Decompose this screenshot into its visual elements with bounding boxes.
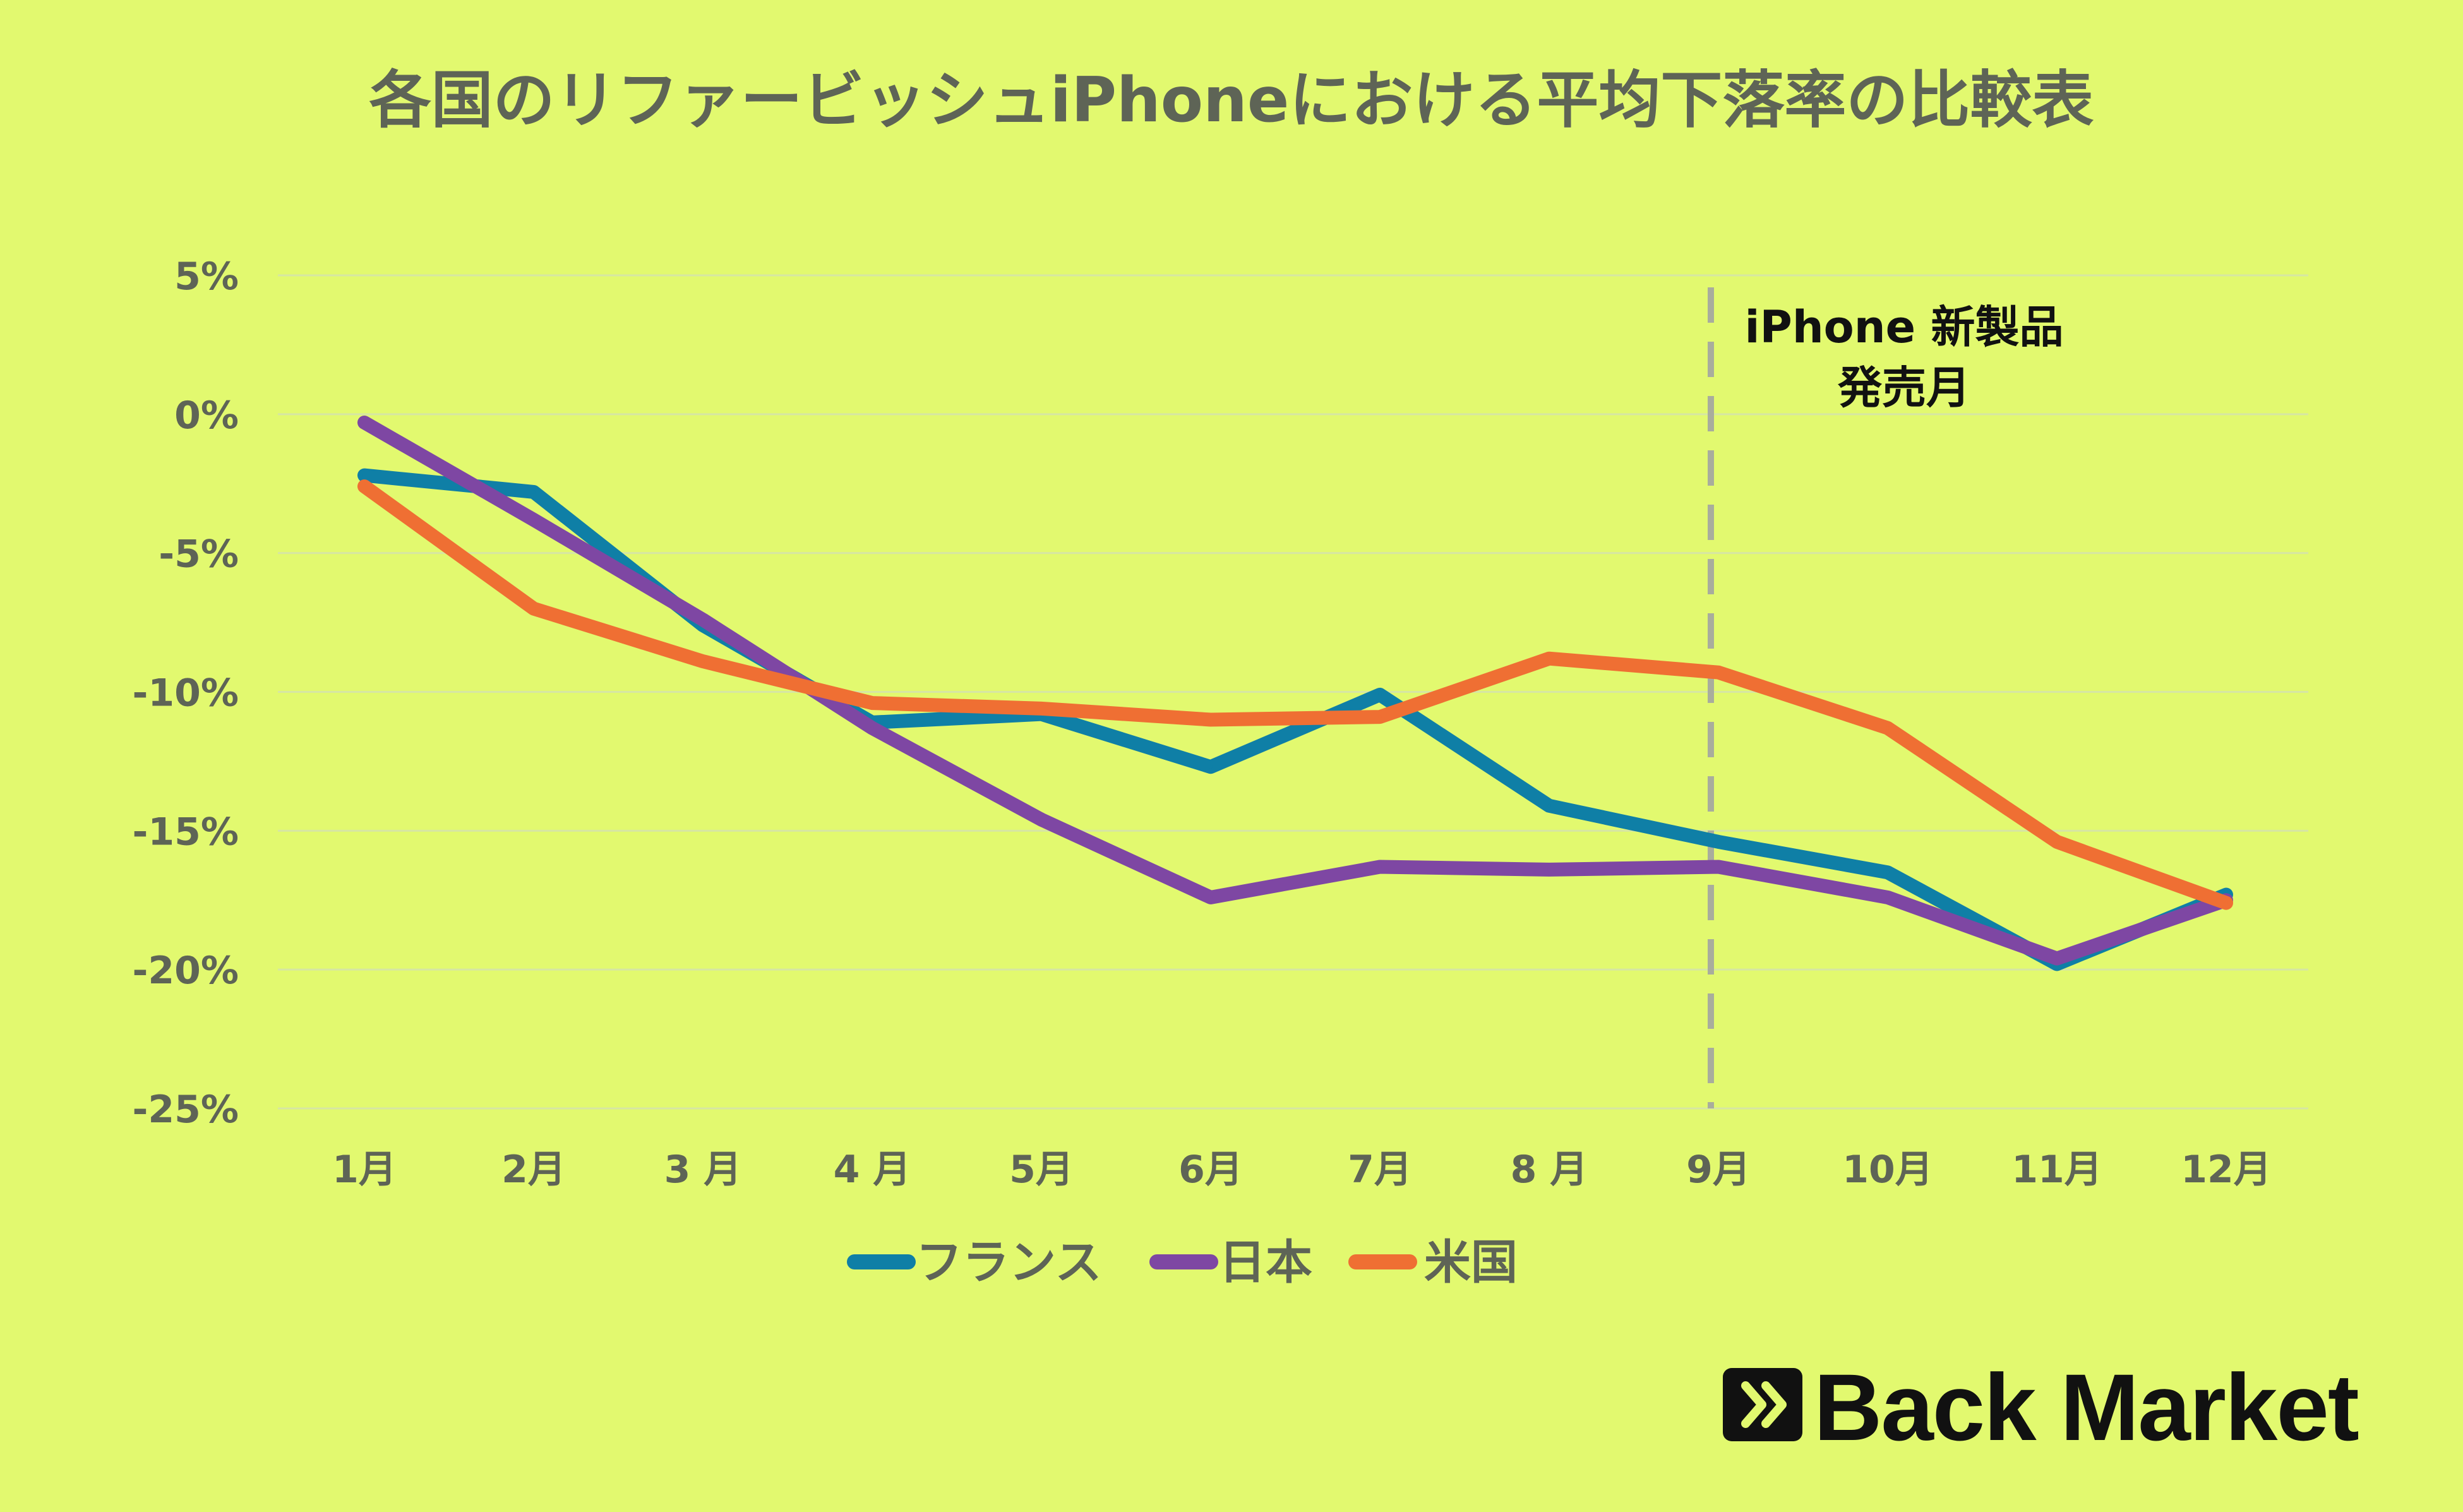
data-point xyxy=(1547,656,1551,661)
data-point xyxy=(2055,956,2059,961)
annotation-line-1: iPhone 新製品 xyxy=(1745,301,2064,353)
y-tick-label: -15% xyxy=(132,810,239,854)
x-tick-label: 1月 xyxy=(332,1148,397,1192)
x-tick-label: 11月 xyxy=(2011,1148,2102,1192)
data-point xyxy=(2224,901,2228,905)
data-point xyxy=(1547,867,1551,872)
data-point xyxy=(1886,726,1890,730)
y-axis-ticks: 5% 0% -5% -10% -15% -20% -25% xyxy=(132,255,239,1132)
y-tick-label: 5% xyxy=(174,255,239,299)
x-tick-label: 5月 xyxy=(1009,1148,1074,1192)
data-point xyxy=(532,489,536,494)
x-tick-label: 2月 xyxy=(501,1148,566,1192)
data-point xyxy=(870,726,874,730)
x-tick-label: 8 月 xyxy=(1511,1148,1588,1192)
legend: フランス 日本 米国 xyxy=(847,1235,1518,1290)
x-tick-label: 3 月 xyxy=(664,1148,742,1192)
data-point xyxy=(1209,717,1213,722)
data-point xyxy=(2055,839,2059,844)
x-axis-ticks: 1月 2月 3 月 4 月 5月 6月 7月 8 月 9月 10月 11月 12月 xyxy=(332,1148,2272,1192)
annotation-line-2: 発売月 xyxy=(1838,362,1970,414)
logo-text: Back Market xyxy=(1814,1354,2359,1460)
data-point xyxy=(1040,817,1043,822)
data-point xyxy=(701,659,705,664)
data-point xyxy=(1209,765,1213,769)
back-market-logo: Back Market xyxy=(1723,1354,2360,1460)
data-point xyxy=(1886,895,1890,899)
series-lines xyxy=(357,416,2233,971)
x-tick-label: 7月 xyxy=(1348,1148,1412,1192)
x-tick-label: 6月 xyxy=(1178,1148,1243,1192)
data-point xyxy=(1378,692,1382,697)
y-tick-label: -25% xyxy=(132,1088,239,1132)
legend-label: フランス xyxy=(916,1235,1102,1290)
data-point xyxy=(1547,803,1551,808)
x-tick-label: 9月 xyxy=(1686,1148,1751,1192)
data-point xyxy=(1040,706,1043,711)
data-point xyxy=(532,606,536,611)
data-point xyxy=(363,473,366,477)
chart-title: 各国のリファービッシュiPhoneにおける平均下落率の比較表 xyxy=(369,64,2094,136)
data-point xyxy=(1717,865,1720,869)
y-tick-label: 0% xyxy=(174,393,239,438)
grid-lines xyxy=(278,274,2308,1110)
y-tick-label: -20% xyxy=(132,949,239,993)
x-tick-label: 10月 xyxy=(1842,1148,1933,1192)
data-point xyxy=(1886,870,1890,875)
data-point xyxy=(363,484,366,489)
y-tick-label: -10% xyxy=(132,671,239,716)
data-point xyxy=(1717,670,1720,675)
legend-label: 日本 xyxy=(1219,1235,1312,1290)
legend-label: 米国 xyxy=(1424,1235,1518,1290)
data-point xyxy=(870,701,874,705)
data-point xyxy=(363,421,366,424)
x-tick-label: 12月 xyxy=(2181,1148,2272,1192)
data-point xyxy=(1717,839,1720,844)
data-point xyxy=(532,517,536,522)
data-point xyxy=(701,618,705,622)
series-line xyxy=(357,479,2233,910)
series-line xyxy=(357,416,2233,966)
data-point xyxy=(1209,895,1213,899)
data-point xyxy=(1378,865,1382,869)
double-chevron-icon xyxy=(1741,1381,1787,1428)
data-point xyxy=(1378,715,1382,719)
y-tick-label: -5% xyxy=(159,532,239,577)
x-tick-label: 4 月 xyxy=(834,1148,911,1192)
